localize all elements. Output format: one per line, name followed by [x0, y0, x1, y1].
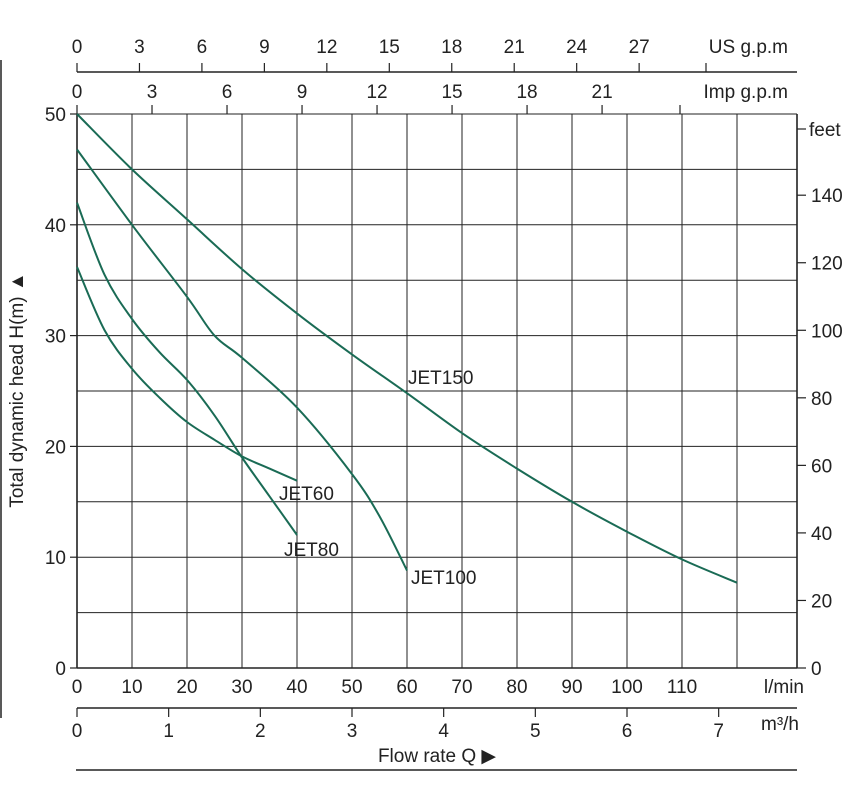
m3h-tick-label: 4 — [438, 721, 449, 742]
lmin-tick-label: 70 — [451, 677, 472, 698]
lmin-tick-label: 0 — [72, 677, 83, 698]
y-tick-label: 0 — [55, 659, 66, 680]
lmin-tick-label: 30 — [231, 677, 252, 698]
feet-tick-label: 0 — [811, 659, 822, 680]
feet-tick-label: 120 — [811, 254, 843, 275]
series-line-jet100 — [76, 148, 408, 571]
impgpm-tick-label: 3 — [147, 82, 158, 103]
lmin-tick-label: 40 — [286, 677, 307, 698]
m3h-tick-label: 1 — [163, 721, 174, 742]
m3h-tick-label: 5 — [530, 721, 541, 742]
usgpm-unit-label: US g.p.m — [709, 37, 788, 58]
usgpm-tick-label: 9 — [259, 37, 270, 58]
feet-tick-label: 140 — [811, 186, 843, 207]
series-label-jet100: JET100 — [411, 568, 476, 589]
lmin-unit-label: l/min — [764, 677, 804, 698]
feet-tick-label: 100 — [811, 321, 843, 342]
usgpm-tick-label: 3 — [134, 37, 145, 58]
usgpm-tick-label: 6 — [197, 37, 208, 58]
impgpm-unit-label: Imp g.p.m — [704, 82, 788, 103]
usgpm-tick-label: 27 — [629, 37, 650, 58]
usgpm-tick-label: 0 — [72, 37, 83, 58]
impgpm-tick-label: 6 — [222, 82, 233, 103]
x-axis-title: Flow rate Q ▶ — [378, 746, 496, 767]
m3h-unit-label: m³/h — [761, 714, 799, 735]
y-tick-label: 20 — [45, 437, 66, 458]
impgpm-tick-label: 15 — [441, 82, 462, 103]
impgpm-tick-label: 18 — [516, 82, 537, 103]
feet-tick-label: 20 — [811, 591, 832, 612]
lmin-tick-label: 50 — [341, 677, 362, 698]
impgpm-tick-label: 0 — [72, 82, 83, 103]
series-label-jet150: JET150 — [408, 368, 473, 389]
impgpm-tick-label: 9 — [297, 82, 308, 103]
y-tick-label: 10 — [45, 548, 66, 569]
lmin-tick-label: 20 — [176, 677, 197, 698]
usgpm-tick-label: 24 — [566, 37, 588, 58]
axes — [70, 63, 806, 717]
impgpm-tick-label: 21 — [592, 82, 613, 103]
m3h-tick-label: 3 — [347, 721, 358, 742]
series-lines — [76, 113, 738, 584]
y-tick-label: 30 — [45, 327, 66, 348]
feet-tick-label: 80 — [811, 389, 832, 410]
lmin-tick-label: 90 — [561, 677, 582, 698]
feet-unit-label: feet — [809, 120, 841, 141]
grid — [76, 113, 797, 669]
y-axis-title: Total dynamic head H(m) ▲ — [7, 272, 28, 507]
y-tick-label: 40 — [45, 216, 66, 237]
m3h-tick-label: 6 — [622, 721, 633, 742]
m3h-tick-label: 2 — [255, 721, 266, 742]
series-label-jet80: JET80 — [284, 540, 339, 561]
lmin-tick-label: 10 — [121, 677, 142, 698]
lmin-tick-label: 100 — [611, 677, 643, 698]
lmin-tick-label: 60 — [396, 677, 417, 698]
lmin-tick-label: 110 — [667, 677, 697, 698]
usgpm-tick-label: 15 — [379, 37, 400, 58]
series-label-jet60: JET60 — [279, 484, 334, 505]
series-line-jet150 — [76, 113, 738, 584]
feet-tick-label: 60 — [811, 456, 832, 477]
m3h-tick-label: 7 — [713, 721, 724, 742]
series-line-jet60 — [76, 266, 298, 482]
usgpm-tick-label: 18 — [441, 37, 462, 58]
feet-tick-label: 40 — [811, 524, 832, 545]
impgpm-tick-label: 12 — [366, 82, 387, 103]
usgpm-tick-label: 21 — [504, 37, 525, 58]
m3h-tick-label: 0 — [72, 721, 83, 742]
series-line-jet80 — [76, 202, 298, 536]
y-tick-label: 50 — [45, 105, 66, 126]
lmin-tick-label: 80 — [506, 677, 527, 698]
usgpm-tick-label: 12 — [316, 37, 337, 58]
chart-frame — [0, 60, 797, 771]
